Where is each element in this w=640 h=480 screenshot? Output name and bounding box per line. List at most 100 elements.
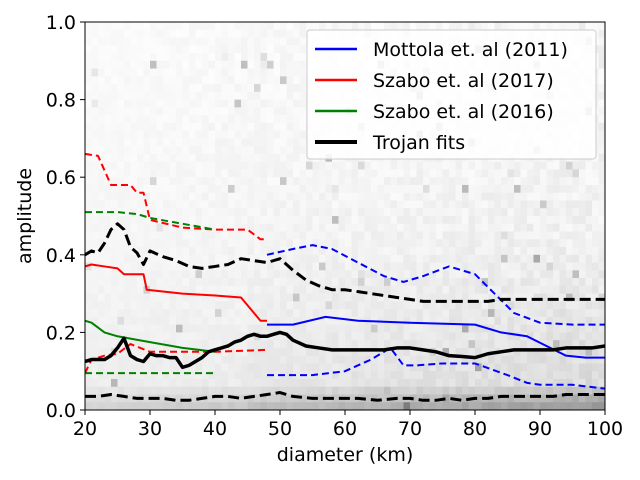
background-cell bbox=[202, 37, 209, 46]
background-cell bbox=[299, 386, 307, 395]
background-cell bbox=[514, 200, 521, 209]
background-cell bbox=[267, 231, 274, 240]
background-cell bbox=[436, 278, 443, 287]
background-cell bbox=[319, 192, 326, 201]
background-cell bbox=[306, 324, 313, 333]
background-cell bbox=[598, 37, 605, 46]
background-cell bbox=[507, 262, 515, 271]
background-cell bbox=[332, 239, 339, 248]
background-cell bbox=[371, 184, 378, 194]
background-cell bbox=[312, 161, 320, 170]
background-cell bbox=[403, 347, 411, 357]
background-cell bbox=[228, 402, 235, 410]
background-cell bbox=[195, 278, 203, 287]
background-cell bbox=[384, 378, 391, 388]
background-cell bbox=[598, 309, 605, 318]
background-cell bbox=[104, 223, 112, 232]
background-cell bbox=[566, 216, 573, 225]
background-cell bbox=[260, 192, 268, 201]
background-cell bbox=[566, 301, 573, 310]
background-cell bbox=[228, 115, 235, 124]
background-cell bbox=[260, 138, 268, 147]
background-cell bbox=[384, 332, 391, 341]
background-cell bbox=[533, 285, 541, 294]
background-cell bbox=[169, 363, 177, 372]
background-cell bbox=[306, 254, 313, 263]
background-cell bbox=[520, 200, 528, 209]
background-cell bbox=[514, 216, 521, 225]
background-cell bbox=[169, 355, 177, 364]
background-cell bbox=[150, 293, 157, 302]
background-cell bbox=[455, 22, 463, 31]
background-cell bbox=[579, 254, 586, 263]
series-line-2-lower bbox=[267, 346, 605, 390]
background-cell bbox=[494, 363, 502, 372]
background-cell bbox=[579, 378, 586, 388]
background-cell bbox=[455, 293, 463, 302]
background-cell bbox=[286, 192, 294, 201]
background-cell bbox=[377, 386, 385, 395]
background-cell bbox=[124, 386, 131, 395]
background-cell bbox=[189, 60, 196, 69]
background-cell bbox=[371, 386, 378, 395]
background-cell bbox=[488, 278, 495, 287]
background-cell bbox=[449, 208, 456, 217]
background-cell bbox=[559, 293, 567, 302]
y-tick-label: 0.2 bbox=[46, 322, 76, 344]
background-cell bbox=[527, 386, 534, 395]
background-cell bbox=[566, 177, 573, 186]
background-cell bbox=[338, 278, 346, 287]
background-cell bbox=[436, 332, 443, 341]
background-cell bbox=[449, 402, 456, 410]
background-cell bbox=[202, 84, 209, 93]
background-cell bbox=[182, 371, 190, 380]
background-cell bbox=[117, 76, 125, 85]
background-cell bbox=[221, 332, 229, 341]
background-cell bbox=[267, 76, 274, 85]
background-cell bbox=[228, 316, 235, 326]
background-cell bbox=[410, 192, 417, 201]
background-cell bbox=[579, 316, 586, 326]
background-cell bbox=[449, 254, 456, 263]
background-cell bbox=[429, 278, 437, 287]
background-cell bbox=[358, 169, 365, 178]
background-cell bbox=[507, 355, 515, 364]
background-cell bbox=[364, 371, 372, 380]
background-cell bbox=[514, 301, 521, 310]
background-cell bbox=[338, 402, 346, 410]
background-cell bbox=[572, 184, 580, 194]
background-cell bbox=[306, 192, 313, 201]
background-cell bbox=[442, 177, 450, 186]
background-cell bbox=[195, 316, 203, 326]
background-cell bbox=[234, 340, 242, 349]
background-cell bbox=[377, 402, 385, 410]
background-cell bbox=[325, 231, 333, 240]
background-cell bbox=[111, 355, 118, 364]
background-cell bbox=[546, 386, 554, 395]
background-cell bbox=[423, 402, 430, 410]
background-cell bbox=[462, 293, 469, 302]
background-cell bbox=[475, 247, 482, 256]
background-cell bbox=[98, 37, 105, 46]
background-cell bbox=[208, 231, 216, 240]
background-cell bbox=[351, 285, 359, 294]
background-cell bbox=[202, 22, 209, 31]
background-cell bbox=[156, 394, 164, 403]
background-cell bbox=[416, 301, 424, 310]
background-cell bbox=[598, 371, 605, 380]
background-cell bbox=[130, 239, 138, 248]
background-cell bbox=[150, 378, 157, 388]
background-cell bbox=[520, 270, 528, 279]
background-cell bbox=[124, 138, 131, 147]
background-cell bbox=[150, 22, 157, 31]
background-cell bbox=[338, 262, 346, 271]
background-cell bbox=[130, 254, 138, 263]
background-cell bbox=[598, 347, 605, 357]
background-cell bbox=[397, 169, 404, 178]
background-cell bbox=[260, 68, 268, 77]
background-cell bbox=[533, 402, 541, 410]
background-cell bbox=[416, 347, 424, 357]
background-cell bbox=[267, 29, 274, 38]
background-cell bbox=[273, 316, 281, 326]
background-cell bbox=[410, 293, 417, 302]
